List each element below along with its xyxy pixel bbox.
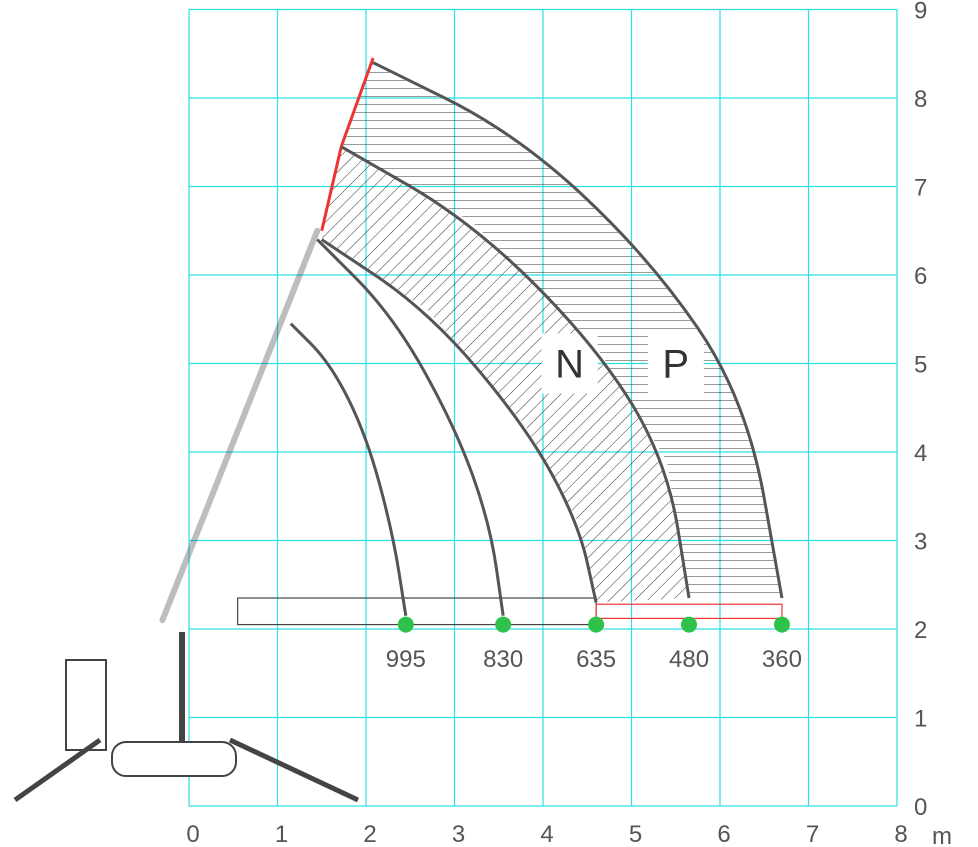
zone-label: P (662, 343, 689, 387)
reach-curve (289, 322, 408, 616)
load-point (495, 616, 512, 633)
crawler-track (111, 741, 237, 777)
y-tick-label: 8 (914, 86, 927, 113)
reach-curve (340, 145, 691, 599)
x-tick-label: 3 (452, 821, 465, 847)
x-tick-label: 8 (894, 821, 907, 847)
load-capacity-label: 995 (386, 646, 426, 673)
crane-machine-drawing (13, 57, 783, 803)
load-point (773, 616, 790, 633)
x-tick-label: 6 (717, 821, 730, 847)
x-tick-label: 4 (540, 821, 553, 847)
x-axis-unit: m (932, 823, 952, 847)
control-panel (65, 659, 107, 751)
reach-curve (316, 238, 505, 616)
y-tick-label: 7 (914, 175, 927, 202)
reach-curves (289, 61, 784, 616)
zone-label-bg (647, 333, 704, 394)
horizontal-extension (595, 603, 783, 619)
load-capacity-label: 830 (483, 646, 523, 673)
load-capacity-label: 635 (576, 646, 616, 673)
boom-arm (159, 227, 321, 624)
outrigger-right (228, 737, 360, 803)
reach-curve (320, 238, 598, 603)
load-capacity-label: 480 (669, 646, 709, 673)
load-point (397, 616, 414, 633)
x-tick-label: 2 (363, 821, 376, 847)
load-point (681, 616, 698, 633)
load-point (588, 616, 605, 633)
boom-extension-1 (320, 146, 343, 232)
y-tick-label: 6 (914, 263, 927, 290)
outrigger-left (13, 737, 102, 803)
y-tick-label: 5 (914, 352, 927, 379)
y-tick-label: 2 (914, 617, 927, 644)
boom-extension-2 (339, 57, 375, 148)
x-tick-label: 0 (186, 821, 199, 847)
x-tick-label: 5 (629, 821, 642, 847)
reach-curve (372, 61, 784, 599)
horizontal-boom (237, 597, 597, 626)
x-tick-label: 7 (806, 821, 819, 847)
zone-n-hatch (321, 146, 690, 603)
load-capacity-label: 360 (762, 646, 802, 673)
y-tick-label: 9 (914, 0, 927, 25)
y-tick-label: 3 (914, 529, 927, 556)
y-tick-label: 0 (914, 794, 927, 821)
y-tick-label: 4 (914, 440, 927, 467)
zone-label: N (555, 343, 584, 387)
y-tick-label: 1 (914, 706, 927, 733)
curve-labels: 995 830 635 480 360 (386, 616, 802, 673)
x-tick-label: 1 (275, 821, 288, 847)
zone-p-hatch (341, 62, 782, 599)
